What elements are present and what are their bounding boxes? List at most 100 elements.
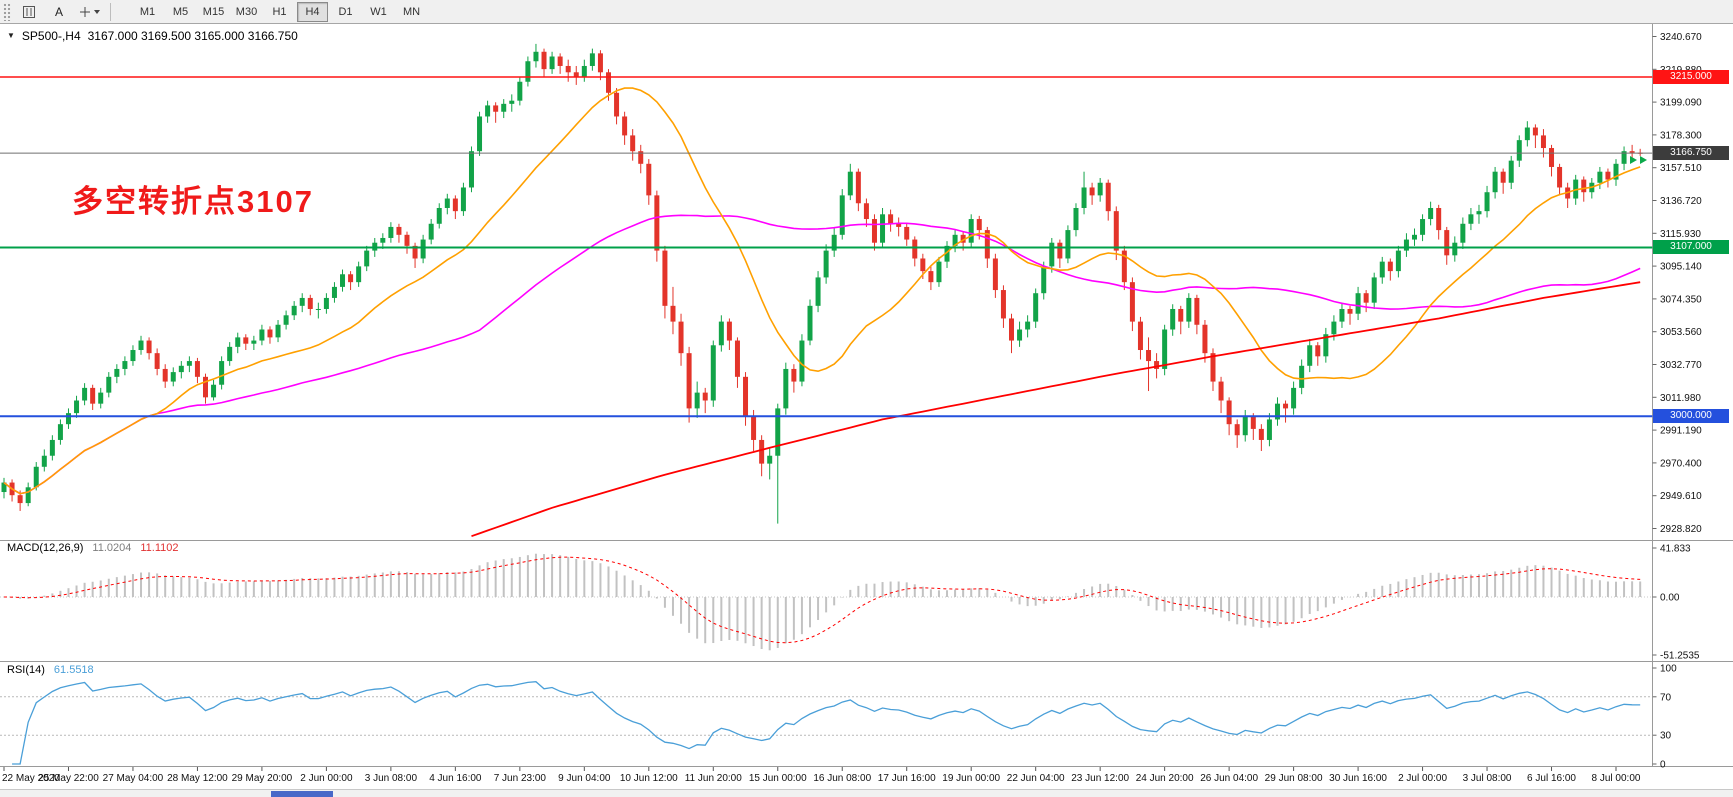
timeframe-button-h1[interactable]: H1 [272, 5, 287, 18]
chart-header: ▼ SP500-,H4 3167.000 3169.500 3165.000 3… [7, 29, 298, 43]
candle [960, 234, 966, 243]
candle [734, 340, 740, 377]
candle [74, 400, 80, 414]
text-tool-button[interactable]: A [44, 1, 74, 23]
candle [630, 135, 636, 152]
price-arrow-icon [1640, 156, 1647, 164]
macd-name: MACD(12,26,9) [7, 542, 84, 554]
timeframe-button-m5[interactable]: M5 [172, 5, 189, 18]
time-axis-label: 4 Jun 16:00 [429, 773, 482, 784]
candle [1597, 171, 1603, 183]
candle [1444, 230, 1450, 256]
candle [936, 261, 942, 283]
candle [1025, 321, 1031, 330]
candle [82, 387, 88, 401]
timeframe-button-h4[interactable]: H4 [297, 1, 328, 22]
timeframe-button-m30[interactable]: M30 [235, 5, 258, 18]
time-axis-label: 9 Jun 04:00 [558, 773, 611, 784]
candle [1347, 308, 1353, 314]
candle [154, 353, 160, 369]
symbol-period-title: SP500-,H4 [21, 29, 81, 43]
timeframe-button-mn[interactable]: MN [402, 5, 421, 18]
time-axis-label: 19 Jun 00:00 [942, 773, 1000, 784]
candle [315, 308, 321, 310]
candle [396, 226, 402, 235]
candle [743, 376, 749, 417]
time-axis-label: 2 Jul 00:00 [1398, 773, 1447, 784]
candle [251, 340, 257, 344]
candle [1266, 419, 1272, 440]
time-axis-label: 25 May 22:00 [38, 773, 99, 784]
crosshair-tool-button[interactable] [74, 1, 104, 23]
timeframe-button-w1[interactable]: W1 [370, 5, 387, 18]
timeframe-button-d1[interactable]: D1 [338, 5, 353, 18]
candle [1387, 261, 1393, 272]
candle [815, 277, 821, 306]
candle [1170, 308, 1176, 330]
candle [275, 324, 281, 338]
rsi-axis-label: 70 [1660, 692, 1672, 703]
candle [1629, 151, 1635, 153]
candle [444, 198, 450, 208]
crosshair-icon [79, 6, 90, 17]
annotation-text: 多空转折点3107 [72, 184, 314, 219]
candle [710, 345, 716, 401]
candle [1355, 293, 1361, 314]
candle [501, 103, 507, 112]
price-axis-label: 3136.720 [1660, 196, 1702, 207]
candle [509, 100, 515, 104]
rsi-line [12, 681, 1641, 765]
candle [388, 226, 394, 238]
time-axis-label: 22 Jun 04:00 [1007, 773, 1065, 784]
candle [1420, 219, 1426, 235]
timeframe-button-m1[interactable]: M1 [139, 5, 156, 18]
timeframe-button-m15[interactable]: M15 [202, 5, 225, 18]
price-arrow-icon [1630, 156, 1637, 164]
candle [581, 65, 587, 78]
candle [1307, 345, 1313, 366]
candle [549, 56, 555, 70]
rsi-label: RSI(14) 61.5518 [7, 664, 94, 676]
candle [1226, 400, 1232, 425]
chart-type-button[interactable] [14, 1, 44, 23]
candle [751, 416, 757, 440]
scrollbar-thumb[interactable] [271, 791, 333, 797]
candle [573, 72, 579, 78]
candle [477, 116, 483, 152]
price-axis-label: 3011.980 [1660, 393, 1701, 404]
candle [1283, 403, 1289, 409]
horizontal-scrollbar[interactable] [0, 789, 1733, 797]
candle [863, 203, 869, 220]
candle [243, 337, 249, 344]
candle [791, 368, 797, 382]
candle [114, 368, 120, 377]
candle [1508, 160, 1514, 183]
text-tool-label: A [54, 4, 63, 19]
candle [1403, 239, 1409, 251]
toolbar-drag-handle[interactable] [3, 2, 11, 21]
candle [1049, 242, 1055, 267]
candle [557, 56, 563, 66]
price-axis-label: 3115.930 [1660, 229, 1701, 240]
macd-value-main: 11.0204 [92, 542, 132, 554]
candle [1315, 345, 1321, 357]
candle [235, 337, 241, 347]
price-level-tag: 3215.000 [1653, 70, 1729, 85]
collapse-arrow-icon[interactable]: ▼ [7, 31, 15, 40]
candle [98, 392, 104, 404]
candle [1186, 297, 1192, 322]
candle [904, 226, 910, 240]
candle [436, 207, 442, 224]
candle [130, 350, 136, 362]
horizontal-levels-layer[interactable] [0, 76, 1653, 418]
candle [1234, 424, 1240, 436]
candle [1274, 403, 1280, 420]
candle [541, 51, 547, 70]
candle [1379, 261, 1385, 278]
rsi-axis-label: 0 [1660, 760, 1666, 771]
time-axis-label: 3 Jun 08:00 [365, 773, 418, 784]
candle [1113, 211, 1119, 251]
ma-mid-line [3, 214, 1641, 495]
price-axis-label: 3074.350 [1660, 294, 1702, 305]
